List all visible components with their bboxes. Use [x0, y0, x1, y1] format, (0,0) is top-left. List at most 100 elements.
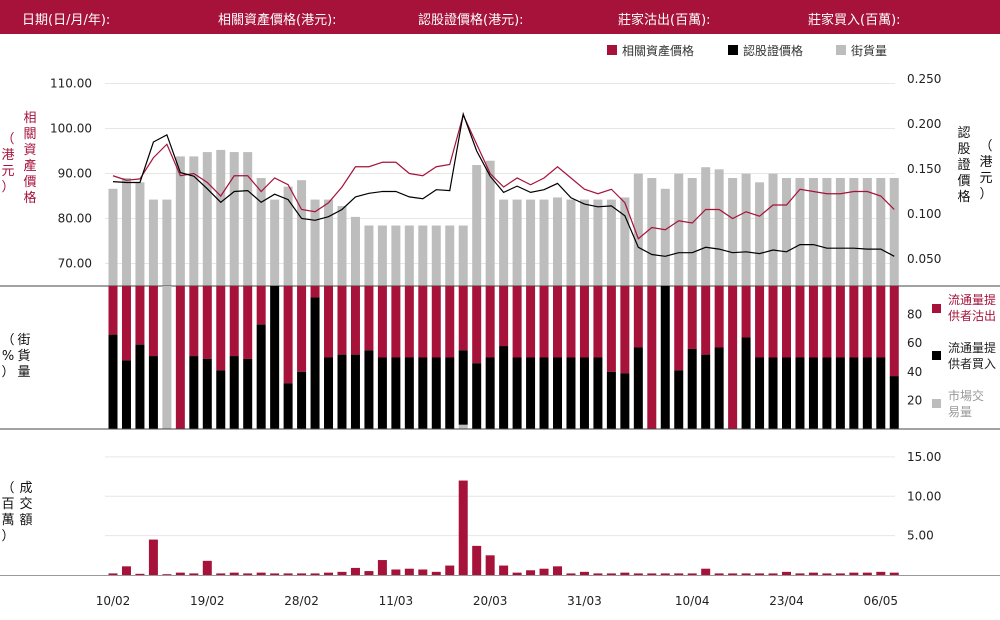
street-volume-bars	[108, 149, 899, 286]
lp-bought-bar	[337, 354, 347, 429]
turnover-bar	[728, 573, 738, 575]
lp-bought-bar	[782, 357, 791, 429]
turnover-bar	[822, 573, 832, 575]
lp-sold-bar	[135, 286, 145, 345]
turnover-bar	[189, 573, 199, 575]
turnover-bar	[876, 571, 886, 575]
ratio-legend-label: 流通量提供者買入	[948, 340, 996, 371]
lp-bought-bar	[324, 357, 334, 429]
date-axis: 10/02 19/02 28/02 11/03 20/03 31/03 10/04 23/04…	[96, 594, 898, 608]
street-volume-bar	[431, 225, 441, 286]
turnover-bar	[445, 565, 455, 575]
lp-sold-bar	[633, 286, 643, 348]
warrant-axis-label: 認股證價格	[957, 125, 970, 205]
lp-bought-bar	[768, 357, 778, 429]
date-label: 日期(日/月/年):	[22, 13, 111, 28]
ratio-legend-swatch-bought	[932, 351, 941, 360]
turnover-bar	[216, 573, 226, 575]
legend-swatch-asset	[607, 45, 617, 55]
turnover-panel-grid	[105, 456, 895, 537]
turnover-bar	[539, 568, 549, 575]
warrant-axis-unit: （港元）	[979, 139, 992, 202]
street-volume-bar	[620, 197, 630, 286]
lp-bought-bar	[822, 357, 832, 429]
turnover-bar	[175, 572, 185, 575]
lp-sold-bar	[108, 286, 118, 335]
lp-sold-bar	[808, 286, 818, 358]
turnover-bar	[566, 573, 576, 575]
date-tick-label: 06/05	[863, 594, 898, 608]
turnover-bar	[148, 539, 158, 575]
turnover-bar	[849, 572, 859, 575]
lp-bought-bar	[674, 370, 684, 429]
lp-sold-bar	[175, 286, 185, 429]
header-bar: 日期(日/月/年): 相關資產價格(港元): 認股證價格(港元): 莊家沽出(百…	[0, 0, 1000, 34]
lp-sold-bar	[526, 286, 536, 358]
left-tick-label: 70.00	[58, 257, 92, 271]
lp-sold-bar	[391, 286, 401, 358]
lp-bought-bar	[108, 334, 118, 429]
lp-sold-bar	[431, 286, 441, 358]
lp-sold-bar	[553, 286, 563, 358]
lp-bought-bar	[121, 360, 131, 429]
street-volume-bar	[795, 178, 805, 286]
lp-bought-bar	[458, 350, 468, 425]
turnover-bar	[243, 573, 253, 575]
lp-ratio-bars	[108, 286, 899, 429]
street-volume-bar	[782, 178, 791, 286]
ratio-legend-label: 市場交易量	[948, 388, 984, 419]
lp-sold-bar	[189, 286, 199, 357]
date-tick-label: 10/02	[96, 594, 131, 608]
asset-axis-label: 相關資產價格	[23, 111, 36, 206]
turnover-bar	[499, 565, 509, 575]
price-lines	[112, 111, 895, 257]
lp-bought-bar	[418, 357, 428, 429]
lp-bought-bar	[687, 348, 697, 429]
street-volume-bar	[162, 199, 172, 286]
asset-price-line	[112, 113, 895, 240]
turnover-tick-label: 5.00	[907, 529, 934, 543]
turnover-bar	[256, 572, 266, 575]
date-tick-label: 23/04	[769, 594, 804, 608]
turnover-bar	[808, 572, 818, 575]
street-volume-bar	[283, 186, 293, 286]
turnover-bar	[377, 560, 387, 575]
street-volume-bar	[835, 178, 845, 286]
lp-bought-bar	[835, 357, 845, 429]
street-volume-bar	[202, 152, 212, 286]
market-volume-bar	[162, 286, 172, 429]
asset-axis-unit: （港元）	[1, 132, 14, 195]
lp-sold-bar	[202, 286, 212, 359]
lp-bought-bar	[377, 357, 387, 429]
left-tick-label: 80.00	[58, 212, 92, 226]
street-volume-bar	[418, 225, 428, 286]
turnover-bar	[606, 573, 616, 575]
street-volume-bar	[714, 169, 724, 286]
turnover-bar	[458, 480, 468, 575]
lp-bought-bar	[701, 354, 711, 429]
ratio-legend-swatch-sold	[932, 304, 941, 313]
turnover-bar	[782, 571, 791, 575]
turnover-bar	[485, 555, 495, 575]
lp-bought-bar	[579, 357, 589, 429]
street-volume-bar	[755, 182, 765, 286]
street-volume-bar	[121, 178, 131, 286]
turnover-bar	[579, 571, 589, 575]
turnover-bar	[741, 573, 751, 575]
street-volume-bar	[189, 156, 199, 286]
lp-sold-bar	[283, 286, 293, 384]
street-axis-unit: （%）	[1, 333, 14, 380]
ratio-tick-label: 40	[907, 365, 922, 379]
turnover-bar	[135, 573, 145, 575]
turnover-tick-label: 10.00	[907, 489, 941, 503]
lp-bought-bar	[620, 373, 630, 429]
lp-bought-bar	[431, 357, 441, 429]
date-tick-label: 20/03	[473, 594, 508, 608]
lp-sold-bar	[647, 286, 657, 429]
street-volume-bar	[512, 199, 522, 286]
street-volume-bar	[728, 178, 738, 286]
lp-sold-bar	[256, 286, 266, 325]
street-volume-bar	[404, 225, 414, 286]
lp-bought-bar	[283, 383, 293, 429]
